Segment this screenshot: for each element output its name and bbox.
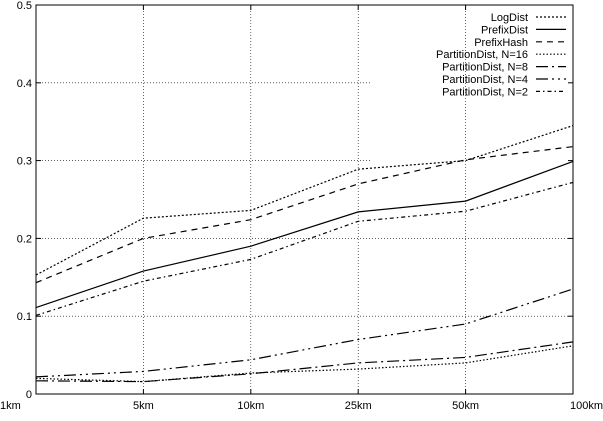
legend-label: PartitionDist, N=4: [442, 74, 528, 86]
y-tick-label: 0.2: [17, 233, 32, 245]
legend-label: PrefixDist: [481, 24, 528, 36]
x-tick-label: 1km: [0, 400, 21, 412]
axis-ticks: 1km 5km 10km 25km 50km 100km 0 0.1 0.2 0.3 0.4 0.5: [0, 0, 603, 412]
series-line: [35, 345, 574, 383]
x-tick-label: 25km: [345, 400, 372, 412]
y-tick-label: 0.1: [17, 311, 32, 323]
y-tick-label: 0.5: [17, 0, 32, 12]
plot-frame: [35, 4, 574, 395]
series-line: [35, 288, 574, 378]
y-tick-label: 0: [26, 389, 32, 401]
y-tick-label: 0.3: [17, 156, 32, 168]
legend-label: PrefixHash: [474, 37, 528, 49]
legend: LogDistPrefixDistPrefixHashPartitionDist…: [436, 12, 566, 98]
series-lines: [35, 125, 574, 383]
legend-label: LogDist: [491, 12, 528, 24]
series-line: [35, 125, 574, 276]
legend-label: PartitionDist, N=16: [436, 49, 528, 61]
series-line: [35, 341, 574, 383]
x-tick-label: 100km: [570, 400, 603, 412]
legend-label: PartitionDist, N=2: [442, 86, 528, 98]
x-tick-label: 5km: [133, 400, 154, 412]
legend-label: PartitionDist, N=8: [442, 62, 528, 74]
grid: [36, 5, 573, 394]
series-line: [35, 181, 574, 316]
series-line: [35, 160, 574, 309]
series-line: [35, 146, 574, 284]
y-tick-label: 0.4: [17, 78, 32, 90]
x-tick-label: 10km: [237, 400, 264, 412]
x-tick-label: 50km: [452, 400, 479, 412]
